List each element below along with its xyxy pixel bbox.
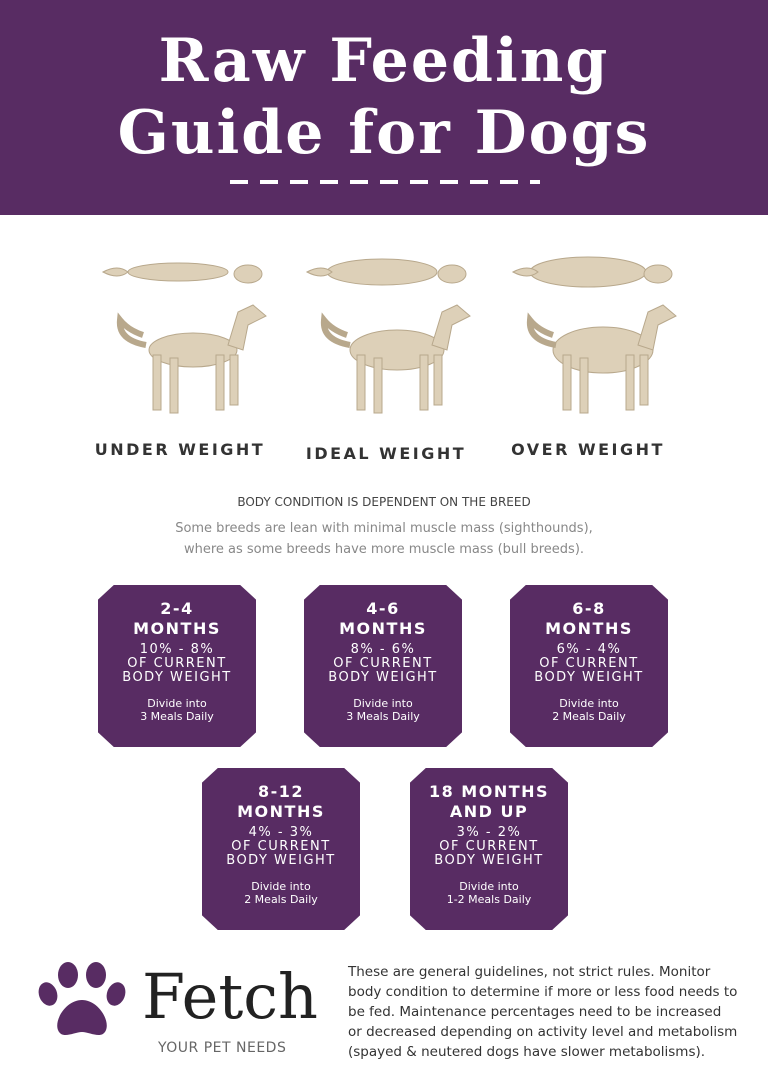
meals-count: 1-2 Meals Daily bbox=[446, 893, 532, 906]
percentage-text: OF CURRENT bbox=[127, 656, 227, 671]
age-line: 18 MONTHS bbox=[428, 782, 550, 801]
percentage-range: 3% - 2% bbox=[456, 825, 522, 840]
meals: Divide into 1-2 Meals Daily bbox=[410, 880, 568, 906]
meals-count: 3 Meals Daily bbox=[346, 710, 420, 723]
age-line: 8-12 bbox=[257, 782, 305, 801]
label-over-weight: OVER WEIGHT bbox=[511, 440, 665, 459]
percentage-range: 4% - 3% bbox=[248, 825, 314, 840]
age-line: 6-8 bbox=[572, 599, 606, 618]
age-line: 4-6 bbox=[366, 599, 400, 618]
meals-text: Divide into bbox=[353, 697, 413, 710]
description-line: Some breeds are lean with minimal muscle… bbox=[175, 521, 593, 536]
dashed-divider bbox=[230, 180, 540, 184]
feeding-badge: 8-12 MONTHS 4% - 3% OF CURRENT BODY WEIGHT … bbox=[202, 768, 360, 930]
age-line: MONTHS bbox=[237, 802, 325, 821]
percentage-text: OF CURRENT bbox=[439, 839, 539, 854]
percentage: 3% - 2% OF CURRENT BODY WEIGHT bbox=[410, 826, 568, 868]
percentage: 8% - 6% OF CURRENT BODY WEIGHT bbox=[304, 643, 462, 685]
percentage-text: BODY WEIGHT bbox=[534, 670, 644, 685]
meals: Divide into 3 Meals Daily bbox=[304, 697, 462, 723]
header-banner: Raw Feeding Guide for Dogs bbox=[0, 0, 768, 215]
description-line: where as some breeds have more muscle ma… bbox=[183, 542, 585, 557]
percentage-text: BODY WEIGHT bbox=[226, 853, 336, 868]
title-line-2: Guide for Dogs bbox=[117, 98, 651, 168]
percentage-text: OF CURRENT bbox=[333, 656, 433, 671]
age-range: 6-8 MONTHS bbox=[510, 599, 668, 639]
percentage: 6% - 4% OF CURRENT BODY WEIGHT bbox=[510, 643, 668, 685]
body-condition-description: Some breeds are lean with minimal muscle… bbox=[0, 518, 768, 560]
percentage-text: BODY WEIGHT bbox=[328, 670, 438, 685]
ideal-weight-dog-illustration bbox=[302, 250, 482, 430]
percentage: 10% - 8% OF CURRENT BODY WEIGHT bbox=[98, 643, 256, 685]
underweight-dog-illustration bbox=[98, 250, 278, 430]
meals: Divide into 2 Meals Daily bbox=[510, 697, 668, 723]
label-under-weight: UNDER WEIGHT bbox=[94, 440, 266, 459]
feeding-badge: 4-6 MONTHS 8% - 6% OF CURRENT BODY WEIGHT D… bbox=[304, 585, 462, 747]
age-range: 8-12 MONTHS bbox=[202, 782, 360, 822]
age-line: MONTHS bbox=[133, 619, 221, 638]
percentage-text: BODY WEIGHT bbox=[434, 853, 544, 868]
guidelines-note: These are general guidelines, not strict… bbox=[348, 964, 738, 1060]
age-line: MONTHS bbox=[545, 619, 633, 638]
age-line: 2-4 bbox=[160, 599, 194, 618]
meals-count: 2 Meals Daily bbox=[244, 893, 318, 906]
feeding-badge: 2-4 MONTHS 10% - 8% OF CURRENT BODY WEIGHT … bbox=[98, 585, 256, 747]
body-condition-heading: BODY CONDITION IS DEPENDENT ON THE BREED bbox=[237, 495, 531, 509]
percentage-text: BODY WEIGHT bbox=[122, 670, 232, 685]
percentage-range: 10% - 8% bbox=[139, 642, 215, 657]
meals-text: Divide into bbox=[147, 697, 207, 710]
brand-name: Fetch bbox=[142, 960, 318, 1033]
meals-text: Divide into bbox=[559, 697, 619, 710]
age-line: MONTHS bbox=[339, 619, 427, 638]
percentage-range: 8% - 6% bbox=[350, 642, 416, 657]
meals: Divide into 2 Meals Daily bbox=[202, 880, 360, 906]
label-ideal-weight: IDEAL WEIGHT bbox=[305, 444, 467, 463]
brand-tagline: YOUR PET NEEDS bbox=[158, 1040, 287, 1056]
meals-count: 2 Meals Daily bbox=[552, 710, 626, 723]
paw-icon bbox=[38, 962, 126, 1036]
percentage-range: 6% - 4% bbox=[556, 642, 622, 657]
percentage-text: OF CURRENT bbox=[231, 839, 331, 854]
overweight-dog-illustration bbox=[508, 250, 688, 430]
age-line: AND UP bbox=[449, 802, 529, 821]
meals-text: Divide into bbox=[459, 880, 519, 893]
age-range: 18 MONTHS AND UP bbox=[410, 782, 568, 822]
feeding-badge: 18 MONTHS AND UP 3% - 2% OF CURRENT BODY WE… bbox=[410, 768, 568, 930]
meals: Divide into 3 Meals Daily bbox=[98, 697, 256, 723]
age-range: 4-6 MONTHS bbox=[304, 599, 462, 639]
percentage: 4% - 3% OF CURRENT BODY WEIGHT bbox=[202, 826, 360, 868]
title-line-1: Raw Feeding bbox=[158, 26, 610, 96]
age-range: 2-4 MONTHS bbox=[98, 599, 256, 639]
percentage-text: OF CURRENT bbox=[539, 656, 639, 671]
meals-count: 3 Meals Daily bbox=[140, 710, 214, 723]
feeding-badge: 6-8 MONTHS 6% - 4% OF CURRENT BODY WEIGHT D… bbox=[510, 585, 668, 747]
meals-text: Divide into bbox=[251, 880, 311, 893]
